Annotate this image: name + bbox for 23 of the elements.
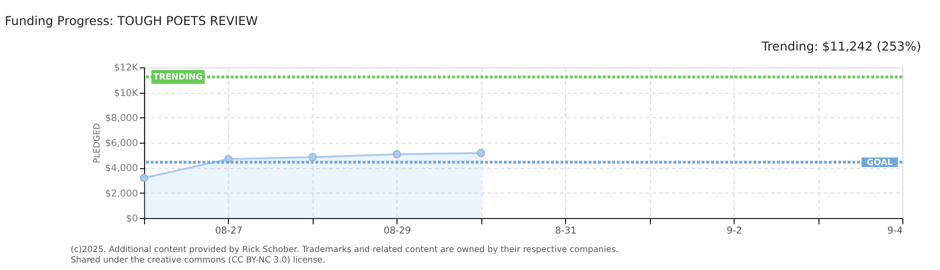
y-tick-label: $0 [126, 213, 138, 224]
y-tick-label: $12K [114, 62, 139, 74]
y-tick-label: $2,000 [105, 188, 138, 200]
text: (c)2025. Additional content provided by Rick Schober. Trademarks and related content are owned by their respective companies. [70, 244, 618, 254]
point [140, 174, 148, 182]
y-tick-label: $10K [114, 88, 139, 99]
y-tick-label: $4,000 [105, 163, 138, 174]
y-axis-title: PLEDGED [91, 122, 102, 164]
text: Trending: $11,242 (253%) [760, 39, 922, 54]
x-tick-label: 08-27 [215, 226, 242, 237]
point [476, 148, 486, 158]
x-tick-label: 9-2 [726, 226, 742, 237]
y-tick-label: $6,000 [105, 138, 138, 150]
x-tick-label: 08-29 [384, 226, 411, 237]
point [392, 150, 401, 158]
x-tick-label: 9-4 [887, 226, 903, 237]
x-tick-label: 8-31 [555, 226, 576, 237]
point [308, 153, 317, 162]
ref-line-label: GOAL [866, 157, 894, 168]
ref-line-label: TRENDING [153, 72, 203, 82]
chart-title: Funding Progress: TOUGH POETS REVIEW [4, 14, 258, 28]
y-tick-label: $8,000 [105, 112, 138, 124]
text: Shared under the creative commons (CC BY-NC 3.0) license. [70, 254, 326, 264]
